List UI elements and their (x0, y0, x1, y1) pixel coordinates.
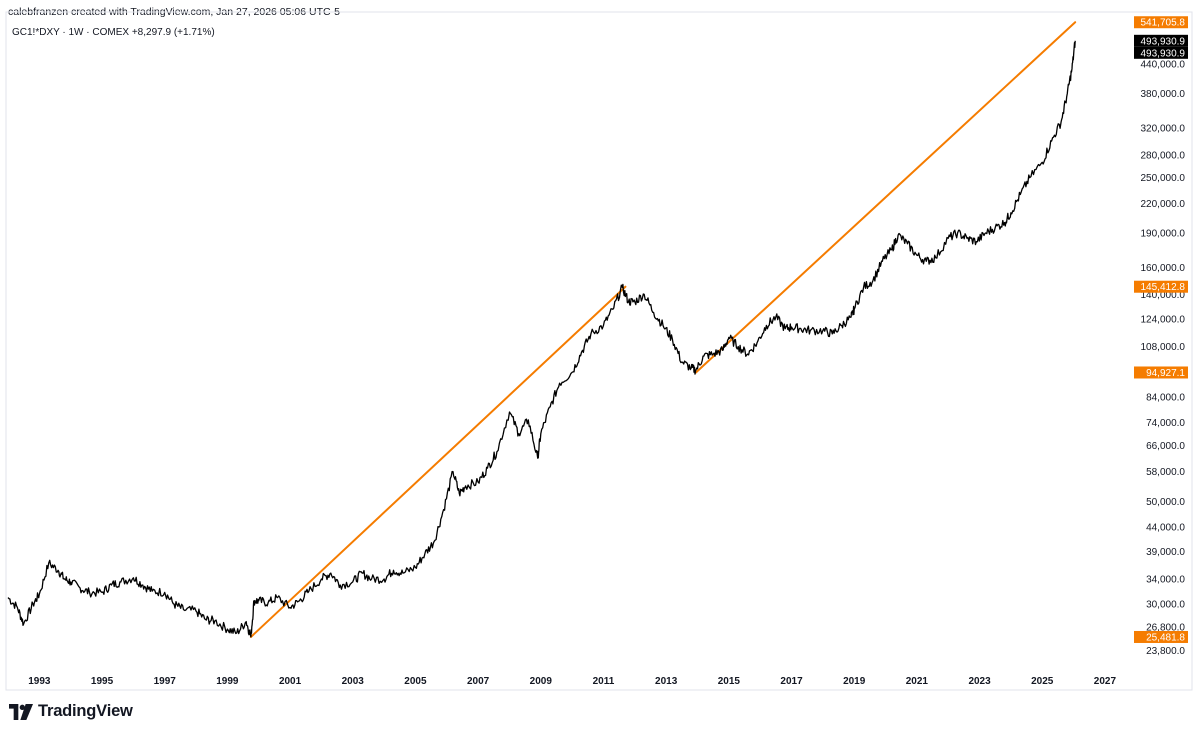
x-tick-label: 2027 (1094, 676, 1117, 687)
price-badge-label: 94,927.1 (1146, 368, 1185, 379)
plot-frame (5, 11, 1193, 691)
x-tick-label: 2007 (467, 676, 490, 687)
y-tick-label: 124,000.0 (1141, 314, 1186, 325)
y-tick-label: 280,000.0 (1141, 150, 1186, 161)
y-tick-label: 160,000.0 (1141, 263, 1186, 274)
y-tick-label: 220,000.0 (1141, 199, 1186, 210)
x-tick-label: 2017 (780, 676, 803, 687)
price-badge-label: 145,412.8 (1141, 282, 1186, 293)
price-badge-bg (1134, 366, 1188, 379)
x-tick-label: 2015 (718, 676, 741, 687)
price-badge: 493,930.9 (1134, 46, 1188, 59)
y-tick-label: 380,000.0 (1141, 89, 1186, 100)
y-tick-label: 84,000.0 (1146, 393, 1185, 404)
tradingview-logo-text: TradingView (38, 702, 133, 720)
x-tick-label: 2023 (968, 676, 991, 687)
y-tick-label: 66,000.0 (1146, 441, 1185, 452)
y-tick-label: 34,000.0 (1146, 574, 1185, 585)
y-tick-label: 58,000.0 (1146, 467, 1185, 478)
y-tick-label: 140,000.0 (1141, 290, 1186, 301)
symbol-info: GC1!*DXY · 1W · COMEX +8,297.9 (+1.71%) (12, 27, 215, 38)
price-badge-label: 25,481.8 (1146, 632, 1185, 643)
x-tick-label: 2009 (530, 676, 553, 687)
plot-border (5, 11, 1193, 691)
x-tick-label: 2021 (906, 676, 929, 687)
y-tick-label: 250,000.0 (1141, 173, 1186, 184)
price-badge-bg (1134, 16, 1188, 29)
x-tick-label: 2005 (404, 676, 427, 687)
tradingview-logo[interactable]: TradingView (9, 702, 133, 721)
y-tick-label: 39,000.0 (1146, 547, 1185, 558)
y-tick-label: 30,000.0 (1146, 600, 1185, 611)
price-badge: 541,705.8 (1134, 16, 1188, 29)
price-line[interactable] (7, 40, 1076, 638)
x-tick-label: 2013 (655, 676, 678, 687)
price-badge-bg (1134, 630, 1188, 643)
price-badge: 493,930.9 (1134, 34, 1188, 47)
x-tick-label: 2011 (593, 676, 615, 687)
x-tick-label: 1993 (28, 676, 51, 687)
y-tick-label: 440,000.0 (1141, 60, 1186, 71)
y-tick-label: 26,800.0 (1146, 622, 1185, 633)
x-tick-label: 1997 (154, 676, 177, 687)
x-tick-label: 2003 (342, 676, 365, 687)
price-badge-bg (1134, 34, 1188, 47)
y-tick-label: 44,000.0 (1146, 523, 1185, 534)
x-tick-label: 1999 (216, 676, 239, 687)
y-tick-label: 74,000.0 (1146, 418, 1185, 429)
price-axis[interactable]: 23,800.0 26,800.0 30,000.0 34,000.0 39,000.0… (1141, 60, 1186, 658)
price-badge-label: 541,705.8 (1141, 18, 1186, 29)
price-badge: 25,481.8 (1134, 630, 1188, 643)
y-tick-label: 108,000.0 (1141, 342, 1186, 353)
tradingview-logo-icon (9, 703, 33, 720)
price-series (7, 40, 1076, 638)
price-badge-bg (1134, 46, 1188, 59)
x-tick-label: 1995 (91, 676, 114, 687)
price-badge-label: 493,930.9 (1141, 36, 1186, 47)
x-tick-label: 2025 (1031, 676, 1054, 687)
x-tick-label: 2001 (279, 676, 302, 687)
price-badge-label: 493,930.9 (1141, 48, 1186, 59)
y-tick-label: 50,000.0 (1146, 497, 1185, 508)
price-badge-bg (1134, 280, 1188, 293)
trendline[interactable] (694, 21, 1077, 374)
x-tick-label: 2019 (843, 676, 866, 687)
price-badge: 145,412.8 (1134, 280, 1188, 293)
y-tick-label: 320,000.0 (1141, 124, 1186, 135)
time-axis[interactable]: 1993 1995 1997 1999 2001 2003 2005 2007 2009 2011… (28, 676, 1116, 687)
trendlines (249, 21, 1077, 638)
y-tick-label: 23,800.0 (1146, 646, 1185, 657)
trendline[interactable] (249, 285, 627, 638)
y-tick-label: 190,000.0 (1141, 228, 1186, 239)
price-badge: 94,927.1 (1134, 366, 1188, 379)
